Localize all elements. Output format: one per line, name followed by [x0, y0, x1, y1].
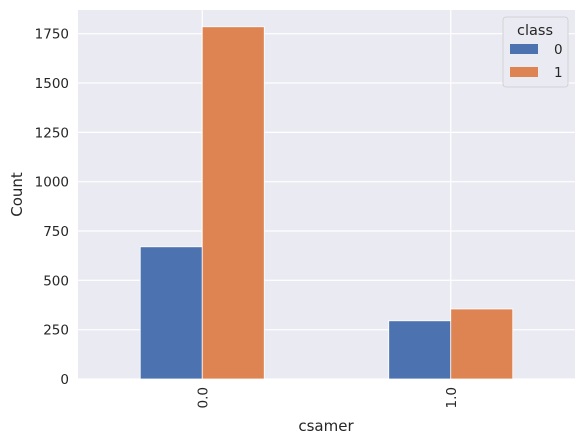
y-tick-label: 0 — [60, 372, 69, 388]
bar-class-0-1.0 — [388, 320, 452, 380]
y-axis-label: Count — [8, 172, 26, 217]
y-tick-label: 750 — [43, 224, 69, 240]
legend-swatch-1 — [510, 67, 538, 77]
legend-label-1: 1 — [554, 65, 563, 81]
y-tick-label: 1250 — [35, 125, 69, 141]
bar-class-0-0.0 — [139, 246, 203, 380]
bar-class-1-1.0 — [450, 308, 514, 380]
y-tick-label: 1000 — [35, 175, 69, 191]
y-tick-label: 250 — [43, 323, 69, 339]
legend-label-0: 0 — [554, 42, 563, 58]
legend: class 0 1 — [502, 16, 569, 88]
x-tick-label: 1.0 — [444, 387, 460, 408]
bars — [139, 26, 514, 380]
x-tick-label: 0.0 — [195, 387, 211, 408]
bar-class-1-0.0 — [201, 26, 265, 380]
y-tick-label: 1500 — [35, 76, 69, 92]
x-axis-label: csamer — [298, 417, 354, 435]
y-tick-labels: 0 250 500 750 1000 1250 1500 1750 — [35, 27, 69, 388]
legend-title: class — [517, 23, 553, 39]
y-tick-label: 1750 — [35, 27, 69, 43]
y-tick-label: 500 — [43, 273, 69, 289]
legend-swatch-0 — [510, 44, 538, 54]
x-tick-labels: 0.0 1.0 — [195, 387, 460, 408]
